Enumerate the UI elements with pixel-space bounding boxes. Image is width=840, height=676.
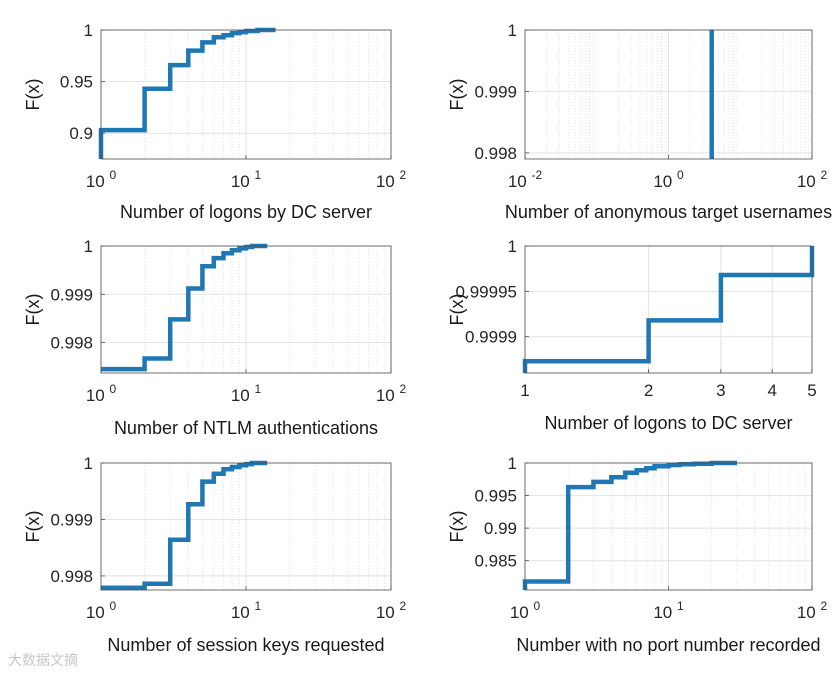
x-axis-label: Number of logons by DC server bbox=[120, 202, 372, 222]
y-tick-label: 0.99995 bbox=[456, 282, 517, 301]
y-tick-label: 0.95 bbox=[60, 73, 93, 92]
axes-frame bbox=[524, 245, 813, 374]
x-tick-label: 10 2 bbox=[376, 599, 407, 622]
y-tick-label: 0.999 bbox=[50, 285, 93, 304]
x-tick-label: 10 1 bbox=[653, 599, 684, 622]
y-tick-label: 0.998 bbox=[50, 334, 93, 353]
y-tick-label: 0.985 bbox=[474, 552, 517, 571]
y-tick-label: 1 bbox=[84, 454, 93, 473]
y-tick-label: 0.995 bbox=[474, 487, 517, 506]
y-axis-label: F(x) bbox=[447, 294, 467, 326]
x-tick-label: 10 0 bbox=[86, 168, 117, 191]
x-tick-label: 10 1 bbox=[231, 382, 262, 405]
y-tick-label: 1 bbox=[508, 237, 517, 256]
y-axis-label: F(x) bbox=[447, 79, 467, 111]
x-axis-label: Number of anonymous target usernames bbox=[505, 202, 832, 222]
x-tick-label: 10 0 bbox=[653, 168, 684, 191]
y-axis-label: F(x) bbox=[447, 511, 467, 543]
cdf-series-line bbox=[522, 246, 815, 373]
cdf-series-line bbox=[101, 460, 268, 590]
y-tick-label: 1 bbox=[508, 21, 517, 40]
y-axis-label: F(x) bbox=[23, 511, 43, 543]
x-axis-label: Number of NTLM authentications bbox=[114, 418, 378, 438]
x-tick-label: 1 bbox=[520, 381, 529, 400]
x-axis-label: Number with no port number recorded bbox=[516, 635, 820, 655]
cdf-series-line bbox=[522, 460, 737, 590]
y-tick-label: 0.99 bbox=[484, 519, 517, 538]
x-axis-label: Number of logons to DC server bbox=[544, 413, 792, 433]
x-tick-label: 10 1 bbox=[231, 168, 262, 191]
x-tick-label: 10 1 bbox=[231, 599, 262, 622]
x-tick-label: 3 bbox=[716, 381, 725, 400]
chart-panel-6: 10 0 10 1 10 2 0.985 0.99 0.995 1 Number with n… bbox=[447, 454, 827, 655]
chart-panel-1: 10 0 10 1 10 2 0.9 0.95 1 Number of logons by … bbox=[23, 21, 406, 222]
chart-panel-4: 1 2 3 4 5 0.9999 0.99995 1 Number of logons to D… bbox=[447, 237, 817, 433]
y-axis-label: F(x) bbox=[23, 294, 43, 326]
y-axis-label: F(x) bbox=[23, 79, 43, 111]
x-tick-label: 10 0 bbox=[86, 382, 117, 405]
x-tick-label: 10 2 bbox=[797, 599, 828, 622]
y-tick-label: 1 bbox=[508, 454, 517, 473]
watermark: 大数据文摘 bbox=[8, 653, 78, 669]
y-tick-label: 0.998 bbox=[50, 567, 93, 586]
y-tick-label: 0.999 bbox=[50, 510, 93, 529]
chart-panel-3: 10 0 10 1 10 2 0.998 0.999 1 Number of NTLM au… bbox=[23, 237, 406, 438]
x-tick-label: 5 bbox=[807, 381, 816, 400]
y-tick-label: 1 bbox=[84, 21, 93, 40]
x-tick-label: 4 bbox=[767, 381, 776, 400]
x-tick-label: 10 0 bbox=[510, 599, 541, 622]
x-tick-label: 10 2 bbox=[376, 168, 407, 191]
y-tick-label: 0.9 bbox=[69, 124, 93, 143]
x-tick-label: 10 0 bbox=[86, 599, 117, 622]
x-tick-label: 10 -2 bbox=[508, 168, 543, 191]
chart-panel-2: 10 -2 10 0 10 2 0.998 0.999 1 Number of anonym… bbox=[447, 21, 832, 222]
x-tick-label: 2 bbox=[644, 381, 653, 400]
cdf-series-line bbox=[98, 27, 276, 159]
y-tick-label: 1 bbox=[84, 237, 93, 256]
x-tick-label: 10 2 bbox=[376, 382, 407, 405]
cdf-series-line bbox=[101, 243, 268, 372]
y-tick-label: 0.9999 bbox=[465, 328, 517, 347]
x-axis-label: Number of session keys requested bbox=[107, 635, 384, 655]
chart-panel-5: 10 0 10 1 10 2 0.998 0.999 1 Number of session… bbox=[23, 454, 406, 655]
y-tick-label: 0.998 bbox=[474, 144, 517, 163]
y-tick-label: 0.999 bbox=[474, 82, 517, 101]
x-tick-label: 10 2 bbox=[797, 168, 828, 191]
